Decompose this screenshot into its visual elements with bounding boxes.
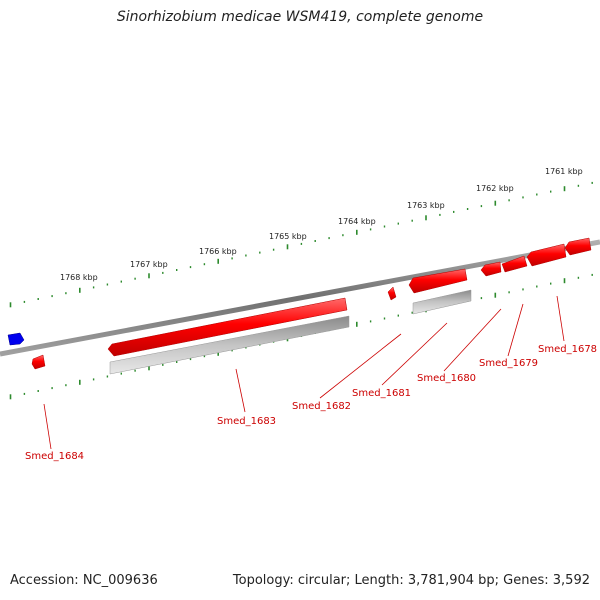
gene-arrow-smed-1678b[interactable] [564, 237, 592, 256]
inner-tick-track [9, 273, 593, 400]
label-leaders [43, 295, 565, 450]
gene-label-smed-1684[interactable]: Smed_1684 [25, 451, 84, 462]
leader-smed-1683 [235, 368, 246, 413]
tick-label-1761: 1761 kbp [545, 167, 583, 176]
gene-arrow-smed-1680[interactable] [480, 261, 502, 277]
leader-smed-1684 [43, 403, 52, 450]
accession-text: Accession: NC_009636 [10, 573, 158, 588]
gene-arrow-smed-1683[interactable] [107, 297, 348, 357]
tick-label-1768: 1768 kbp [60, 273, 98, 282]
leader-smed-1679 [507, 303, 524, 357]
gene-label-smed-1678[interactable]: Smed_1678 [538, 344, 597, 355]
gene-label-smed-1679[interactable]: Smed_1679 [479, 358, 538, 369]
gene-arrow-smed-1679[interactable] [501, 255, 528, 273]
gene-label-smed-1682[interactable]: Smed_1682 [292, 401, 351, 412]
leader-smed-1678 [556, 295, 565, 342]
leader-smed-1682 [319, 333, 402, 399]
gene-arrow-smed-1681[interactable] [408, 268, 468, 294]
gene-label-smed-1683[interactable]: Smed_1683 [217, 416, 276, 427]
gene-label-smed-1681[interactable]: Smed_1681 [352, 388, 411, 399]
tick-label-1766: 1766 kbp [199, 247, 237, 256]
tick-label-1762: 1762 kbp [476, 184, 514, 193]
tick-label-1765: 1765 kbp [269, 232, 307, 241]
cds-bar-smed-1681[interactable] [412, 289, 472, 315]
cds-bar-smed-1683[interactable] [109, 315, 350, 375]
gene-arrow-smed-1678a[interactable] [526, 243, 567, 267]
tick-label-1764: 1764 kbp [338, 217, 376, 226]
genome-summary-text: Topology: circular; Length: 3,781,904 bp… [232, 573, 590, 588]
tick-label-1763: 1763 kbp [407, 201, 445, 210]
genome-title: Sinorhizobium medicae WSM419, complete g… [116, 9, 484, 25]
cds-track [109, 289, 472, 375]
gene-track [7, 237, 592, 370]
outer-tick-track [9, 181, 593, 308]
gene-arrow-smed-1684[interactable] [31, 354, 46, 370]
tick-label-1767: 1767 kbp [130, 260, 168, 269]
gene-arrow-smed-1682[interactable] [387, 286, 397, 301]
gene-arrow-blue[interactable] [7, 332, 25, 346]
leader-smed-1681 [381, 322, 448, 386]
gene-label-smed-1680[interactable]: Smed_1680 [417, 373, 476, 384]
genome-backbone [0, 239, 600, 357]
leader-smed-1680 [443, 308, 502, 372]
